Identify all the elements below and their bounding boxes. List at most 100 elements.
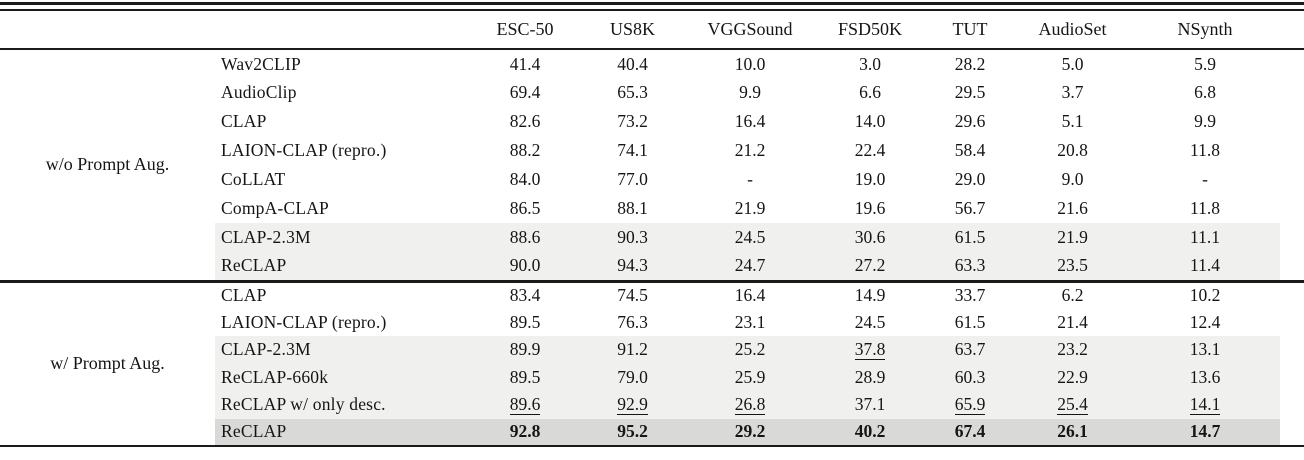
row-spacer-cell xyxy=(1280,107,1304,136)
score-cell: 29.6 xyxy=(925,107,1015,136)
score-cell: 67.4 xyxy=(925,418,1015,446)
score-value: 86.5 xyxy=(509,198,541,218)
score-value: 89.5 xyxy=(509,311,541,332)
score-cell: 63.3 xyxy=(925,252,1015,281)
score-value: 22.4 xyxy=(854,140,886,160)
score-cell: 92.8 xyxy=(470,418,580,446)
row-spacer-cell xyxy=(1280,279,1304,309)
score-value: 88.6 xyxy=(509,227,541,247)
table-section: w/o Prompt Aug. Wav2CLIP 41.4 40.4 10.0 3.0 28… xyxy=(0,49,1304,281)
table-row: CLAP 82.6 73.2 16.4 14.0 29.6 5.1 9.9 xyxy=(0,107,1304,136)
score-value: 21.2 xyxy=(734,140,766,160)
score-cell: 60.3 xyxy=(925,363,1015,391)
score-value: 67.4 xyxy=(954,421,986,442)
model-name-cell: CoLLAT xyxy=(221,169,286,189)
score-value: 13.6 xyxy=(1189,366,1221,387)
score-cell: 28.9 xyxy=(815,363,925,391)
score-value: 20.8 xyxy=(1057,140,1088,160)
score-value: 12.4 xyxy=(1189,311,1221,332)
score-value: 65.3 xyxy=(617,82,648,102)
score-cell: 89.5 xyxy=(470,363,580,391)
score-value: 83.4 xyxy=(509,285,541,305)
score-value: 26.1 xyxy=(1057,421,1088,442)
score-value: 21.4 xyxy=(1057,311,1088,332)
row-spacer-cell xyxy=(1280,336,1304,364)
score-cell: 19.0 xyxy=(815,165,925,194)
score-cell: 25.4 xyxy=(1015,391,1130,419)
score-value: 84.0 xyxy=(509,169,541,189)
score-value: 63.7 xyxy=(954,339,986,360)
score-cell: 69.4 xyxy=(470,78,580,107)
score-value: 29.6 xyxy=(954,111,986,131)
score-value: 30.6 xyxy=(854,227,886,247)
score-cell: 84.0 xyxy=(470,165,580,194)
score-cell: 9.9 xyxy=(1130,107,1280,136)
score-cell: 58.4 xyxy=(925,136,1015,165)
row-spacer-cell xyxy=(1280,194,1304,223)
score-value: 60.3 xyxy=(954,366,986,387)
score-value: 76.3 xyxy=(617,311,648,332)
score-cell: 63.7 xyxy=(925,336,1015,364)
table-row: w/ Prompt Aug. CLAP 83.4 74.5 16.4 14.9 33.7 6.… xyxy=(0,279,1304,446)
score-cell: 24.5 xyxy=(815,309,925,337)
score-value: 37.1 xyxy=(854,394,886,415)
score-cell: 10.2 xyxy=(1130,279,1280,309)
score-value: 92.8 xyxy=(509,421,541,442)
score-value: 9.9 xyxy=(739,82,761,102)
table-section: w/ Prompt Aug. CLAP 83.4 74.5 16.4 14.9 33.7 6.… xyxy=(0,279,1304,446)
score-value: 11.4 xyxy=(1190,255,1220,276)
score-value: 21.6 xyxy=(1057,198,1088,218)
model-name-cell: ReCLAP xyxy=(215,418,470,446)
score-value: 22.9 xyxy=(1057,366,1088,387)
score-value: 37.8 xyxy=(854,339,886,361)
score-value: 88.1 xyxy=(617,198,648,218)
score-value: 23.1 xyxy=(734,311,766,332)
score-cell: 11.8 xyxy=(1130,194,1280,223)
column-header: FSD50K xyxy=(815,11,925,50)
score-cell: 21.6 xyxy=(1015,194,1130,223)
row-spacer-cell xyxy=(1280,78,1304,107)
score-value: 73.2 xyxy=(617,111,648,131)
score-cell: 23.2 xyxy=(1015,336,1130,364)
score-value: 14.9 xyxy=(854,285,886,305)
score-value: 14.1 xyxy=(1189,394,1221,416)
score-cell: 3.0 xyxy=(815,49,925,78)
score-cell: 24.7 xyxy=(685,252,815,281)
score-cell: 79.0 xyxy=(580,363,685,391)
score-cell: 14.0 xyxy=(815,107,925,136)
score-cell: 14.7 xyxy=(1130,418,1280,446)
score-cell: 56.7 xyxy=(925,194,1015,223)
row-spacer-cell xyxy=(1280,391,1304,419)
score-value: 61.5 xyxy=(954,227,986,247)
score-cell: 26.8 xyxy=(685,391,815,419)
score-cell: 89.9 xyxy=(470,336,580,364)
score-cell: 27.2 xyxy=(815,252,925,281)
model-name-cell: CLAP xyxy=(221,111,267,131)
score-cell: 12.4 xyxy=(1130,309,1280,337)
score-cell: 5.1 xyxy=(1015,107,1130,136)
score-cell: 76.3 xyxy=(580,309,685,337)
score-cell: 40.2 xyxy=(815,418,925,446)
score-cell: 22.4 xyxy=(815,136,925,165)
score-value: 89.5 xyxy=(509,366,541,387)
score-cell: 73.2 xyxy=(580,107,685,136)
score-value: 63.3 xyxy=(954,255,986,276)
score-value: 28.9 xyxy=(854,366,886,387)
score-cell: 11.8 xyxy=(1130,136,1280,165)
table-row: CLAP-2.3M 88.6 90.3 24.5 30.6 61.5 21.9 11.1 xyxy=(0,223,1304,252)
score-value: 29.0 xyxy=(954,169,986,189)
score-cell: 6.6 xyxy=(815,78,925,107)
score-cell: 11.4 xyxy=(1130,252,1280,281)
score-value: - xyxy=(747,169,753,189)
score-value: 3.0 xyxy=(859,53,881,74)
score-value: 33.7 xyxy=(954,285,986,305)
score-cell: 37.8 xyxy=(815,336,925,364)
score-value: 74.5 xyxy=(617,285,648,305)
score-value: 89.9 xyxy=(509,339,541,360)
score-value: 11.1 xyxy=(1190,227,1220,247)
score-value: 21.9 xyxy=(734,198,766,218)
score-cell: 90.0 xyxy=(470,252,580,281)
score-cell: 89.6 xyxy=(470,391,580,419)
score-cell: 88.1 xyxy=(580,194,685,223)
